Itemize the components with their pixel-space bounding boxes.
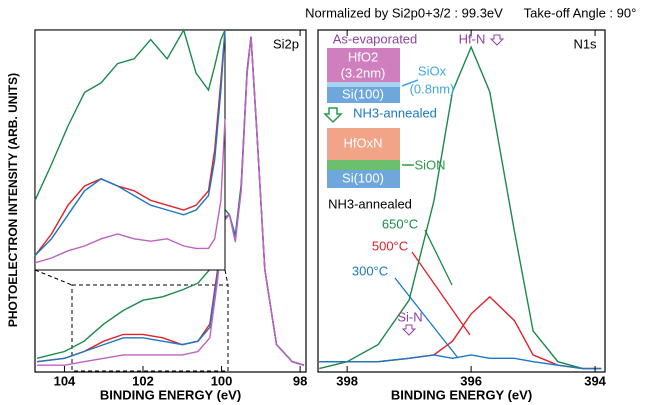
- inset-connector: [224, 269, 229, 286]
- si-layer: [327, 87, 400, 103]
- annotation: (3.2nm): [341, 65, 386, 80]
- pointer: [411, 251, 471, 336]
- spectrum-line: [34, 29, 226, 257]
- annotation: NH3-annealed: [353, 105, 437, 120]
- takeoff-note: Take-off Angle : 90°: [524, 5, 637, 20]
- annotation: Si-N: [397, 309, 422, 324]
- sion-layer: [327, 160, 400, 170]
- annotation: NH3-annealed: [328, 196, 412, 211]
- x-tick-label: 104: [54, 373, 76, 388]
- si-layer: [327, 170, 400, 188]
- x-tick-label: 102: [132, 373, 154, 388]
- x-axis-label: BINDING ENERGY (eV): [100, 387, 241, 402]
- siox-layer: [327, 82, 400, 87]
- process-arrow: [323, 107, 343, 124]
- spectrum-line: [319, 295, 602, 370]
- annotation: Si(100): [342, 86, 384, 101]
- y-axis-label: PHOTOELECTRON INTENSITY (ARB. UNITS): [6, 73, 20, 327]
- marker-arrow: [401, 324, 417, 336]
- annotation: (0.8nm): [410, 81, 455, 96]
- annotation: 500°C: [372, 238, 408, 253]
- spectrum-line: [319, 354, 602, 370]
- hfoxn-layer: [327, 128, 400, 160]
- spectrum-line: [34, 29, 226, 257]
- spectrum-line: [34, 28, 226, 201]
- panel-title: N1s: [573, 36, 597, 51]
- pointer: [401, 79, 419, 87]
- annotation: HfO2: [348, 49, 378, 64]
- normalization-note: Normalized by Si2p0+3/2 : 99.3eV: [305, 5, 503, 20]
- x-tick-label: 398: [336, 373, 358, 388]
- panel-title: Si2p: [273, 36, 299, 51]
- annotation: Hf-N: [459, 31, 486, 46]
- annotation: As-evaporated: [333, 31, 418, 46]
- inset-connector: [34, 269, 73, 286]
- x-tick-label: 98: [293, 373, 307, 388]
- pointer: [424, 229, 453, 286]
- inset-background: [34, 29, 226, 271]
- zoom-box: [71, 284, 229, 372]
- x-axis-label: BINDING ENERGY (eV): [391, 387, 532, 402]
- plot-frame: [317, 29, 606, 373]
- x-tick-label: 394: [584, 373, 606, 388]
- marker-arrow: [489, 34, 505, 46]
- spectrum-line: [34, 118, 226, 264]
- annotation: HfOxN: [344, 135, 383, 150]
- annotation: 300°C: [352, 263, 388, 278]
- annotation: Si(100): [342, 170, 384, 185]
- annotation: SiON: [414, 157, 445, 172]
- annotation: SiOx: [418, 63, 447, 78]
- x-tick-label: 396: [460, 373, 482, 388]
- annotation: 650°C: [382, 216, 418, 231]
- spectrum-line: [319, 45, 602, 370]
- hfo2-layer: [327, 48, 400, 82]
- x-tick-label: 100: [211, 373, 233, 388]
